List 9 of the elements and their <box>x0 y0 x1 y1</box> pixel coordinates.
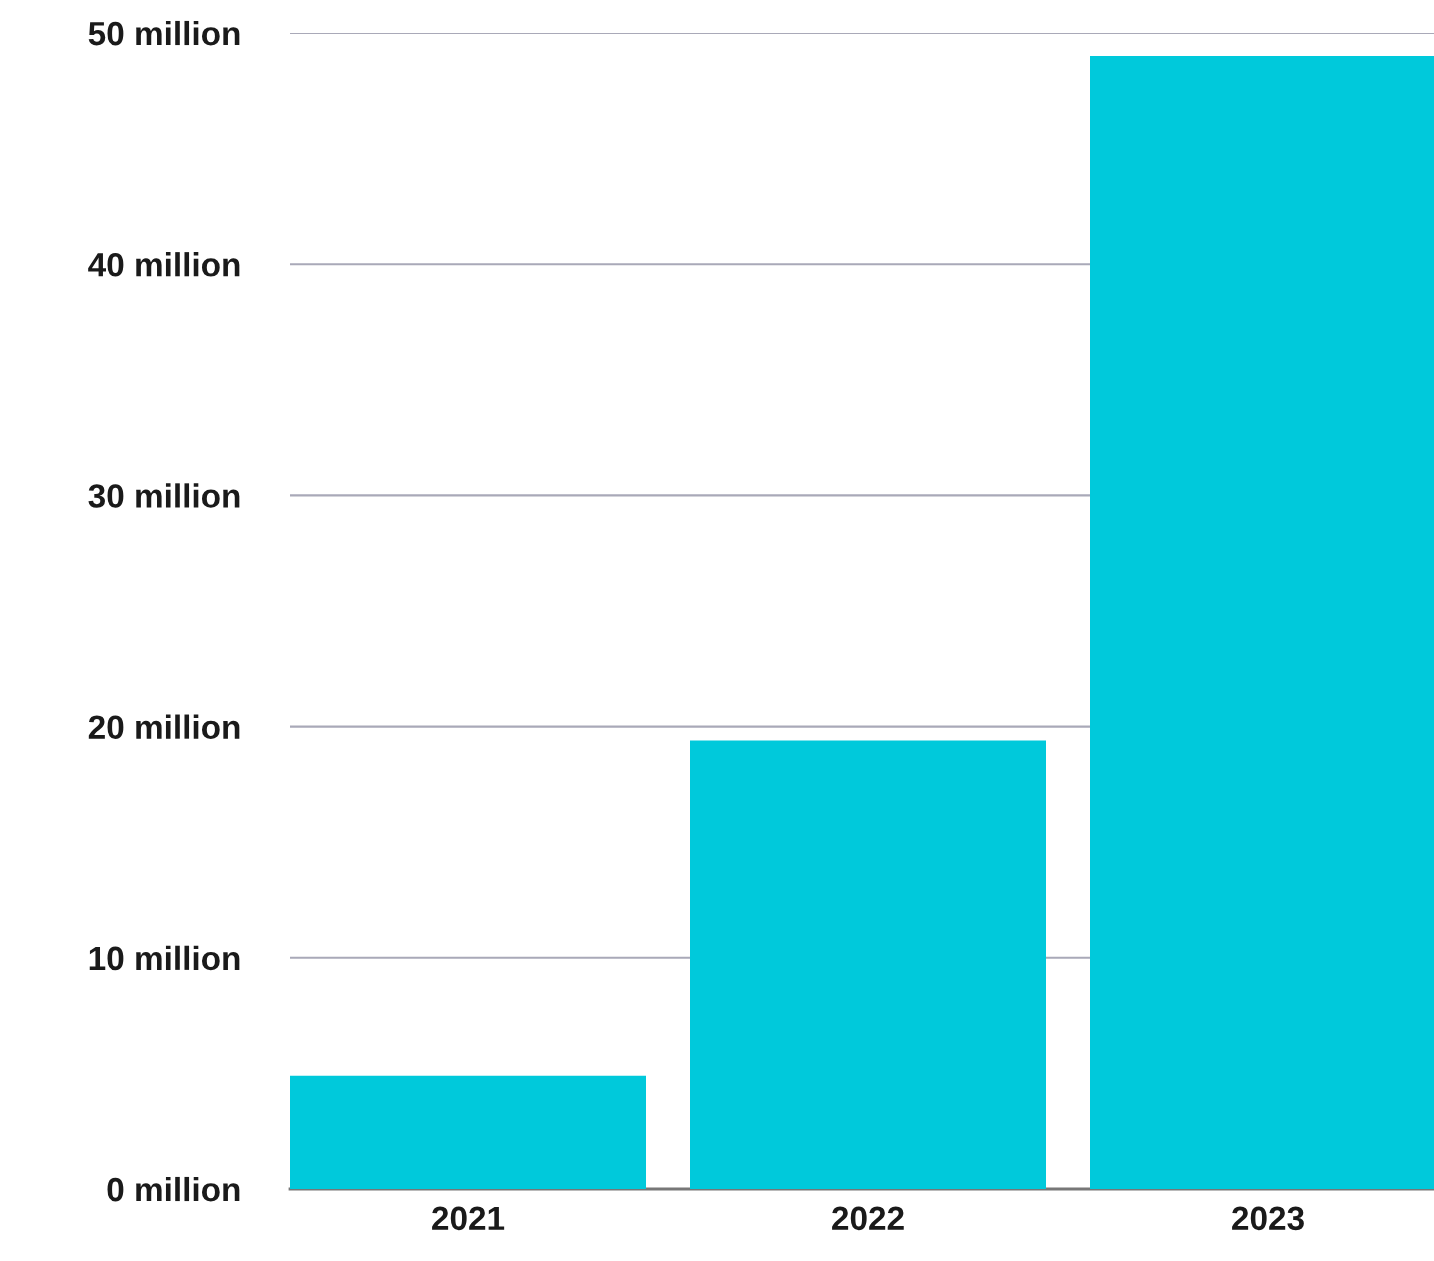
x-tick-label: 2021 <box>432 1206 505 1231</box>
x-tick-label: 2022 <box>832 1206 904 1231</box>
y-tick-label: 30 million <box>88 483 240 508</box>
y-tick-label: 40 million <box>88 252 240 277</box>
x-tick-label: 2023 <box>1232 1206 1304 1231</box>
y-tick-label: 0 million <box>107 1176 240 1202</box>
y-tick-label: 20 million <box>88 714 240 740</box>
y-tick-label: 50 million <box>88 20 240 46</box>
y-tick-label: 10 million <box>89 945 240 971</box>
